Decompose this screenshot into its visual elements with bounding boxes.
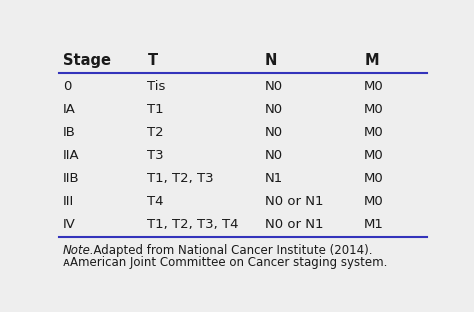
Text: IIA: IIA (63, 149, 80, 162)
Text: IV: IV (63, 218, 76, 231)
Text: N0 or N1: N0 or N1 (265, 195, 323, 208)
Text: N0: N0 (265, 149, 283, 162)
Text: M1: M1 (364, 218, 384, 231)
Text: T2: T2 (147, 126, 164, 139)
Text: M0: M0 (364, 149, 384, 162)
Text: IIB: IIB (63, 172, 80, 185)
Text: 0: 0 (63, 80, 71, 93)
Text: M0: M0 (364, 172, 384, 185)
Text: N0: N0 (265, 103, 283, 116)
Text: IA: IA (63, 103, 76, 116)
Text: M: M (364, 53, 379, 68)
Text: Tis: Tis (147, 80, 166, 93)
Text: ᴀAmerican Joint Committee on Cancer staging system.: ᴀAmerican Joint Committee on Cancer stag… (63, 256, 387, 269)
Text: Stage: Stage (63, 53, 111, 68)
Text: M0: M0 (364, 126, 384, 139)
Text: M0: M0 (364, 103, 384, 116)
Text: N1: N1 (265, 172, 283, 185)
Text: Note.: Note. (63, 244, 94, 256)
Text: T: T (147, 53, 157, 68)
Text: T1, T2, T3: T1, T2, T3 (147, 172, 214, 185)
Text: N0: N0 (265, 80, 283, 93)
Text: T1: T1 (147, 103, 164, 116)
Text: T4: T4 (147, 195, 164, 208)
Text: III: III (63, 195, 74, 208)
Text: T1, T2, T3, T4: T1, T2, T3, T4 (147, 218, 239, 231)
Text: N: N (265, 53, 277, 68)
Text: T3: T3 (147, 149, 164, 162)
Text: N0 or N1: N0 or N1 (265, 218, 323, 231)
Text: M0: M0 (364, 195, 384, 208)
Text: N0: N0 (265, 126, 283, 139)
Text: M0: M0 (364, 80, 384, 93)
Text: IB: IB (63, 126, 76, 139)
Text: Adapted from National Cancer Institute (2014).: Adapted from National Cancer Institute (… (86, 244, 372, 256)
